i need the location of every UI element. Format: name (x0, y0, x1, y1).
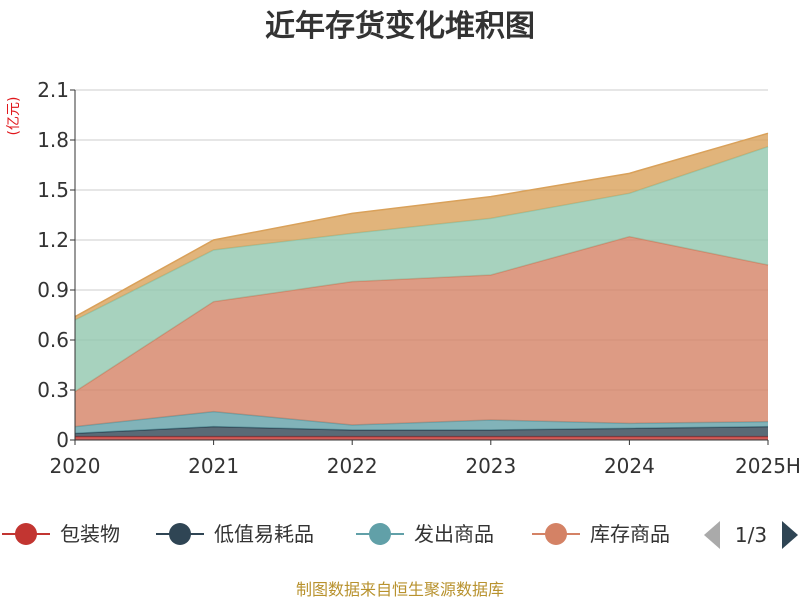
y-axis-unit-label: (亿元) (6, 97, 22, 136)
legend-label: 发出商品 (414, 522, 494, 546)
legend-label: 库存商品 (590, 522, 670, 546)
data-source-note: 制图数据来自恒生聚源数据库 (296, 580, 504, 599)
y-tick-label: 0 (56, 428, 69, 452)
legend-page-indicator: 1/3 (735, 523, 767, 547)
x-tick-label: 2025H (735, 454, 800, 478)
area-series-1 (75, 436, 768, 440)
y-axis-ticks: 0 0.3 0.6 0.9 1.2 1.5 1.8 2.1 (37, 78, 75, 452)
area-series-6 (75, 133, 768, 320)
y-tick-label: 0.6 (37, 328, 69, 352)
area-series (74, 132, 769, 440)
legend-item[interactable]: 库存商品 (532, 522, 670, 546)
y-tick-label: 1.5 (37, 178, 69, 202)
x-tick-label: 2021 (188, 454, 239, 478)
y-tick-label: 1.2 (37, 228, 69, 252)
y-tick-label: 2.1 (37, 78, 69, 102)
axes (74, 90, 768, 441)
legend-marker (369, 523, 391, 545)
x-tick-label: 2022 (327, 454, 378, 478)
y-tick-label: 0.9 (37, 278, 69, 302)
legend-marker (15, 523, 37, 545)
legend-label: 低值易耗品 (214, 522, 314, 546)
area-series-edge-6 (74, 132, 769, 318)
legend-prev-arrow-icon[interactable] (704, 521, 720, 549)
area-series-4 (75, 236, 768, 427)
legend-item[interactable]: 低值易耗品 (156, 522, 314, 546)
area-series-edge-4 (74, 235, 769, 393)
x-tick-label: 2020 (50, 454, 101, 478)
legend-marker (545, 523, 567, 545)
legend-items: 包装物 低值易耗品 发出商品 库存商品 (2, 522, 670, 546)
legend-marker (169, 523, 191, 545)
legend: 包装物 低值易耗品 发出商品 库存商品 (2, 522, 670, 546)
y-tick-label: 0.3 (37, 378, 69, 402)
x-tick-label: 2024 (604, 454, 655, 478)
legend-item[interactable]: 包装物 (2, 522, 120, 546)
legend-label: 包装物 (60, 522, 120, 546)
chart-title: 近年存货变化堆积图 (265, 9, 535, 44)
x-tick-label: 2023 (465, 454, 516, 478)
legend-pager: 1/3 (704, 521, 798, 549)
y-tick-label: 1.8 (37, 128, 69, 152)
x-axis-ticks: 2020 2021 2022 2023 2024 2025H (50, 440, 800, 478)
area-series-5 (75, 146, 768, 392)
legend-next-arrow-icon[interactable] (782, 521, 798, 549)
legend-item[interactable]: 发出商品 (356, 522, 494, 546)
